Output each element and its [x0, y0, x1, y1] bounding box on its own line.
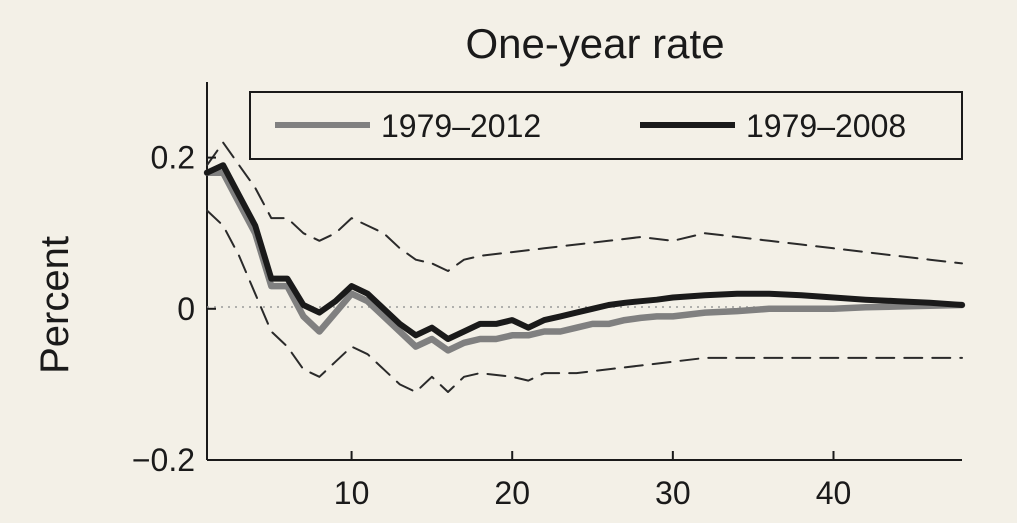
y-tick-label: 0	[177, 291, 195, 327]
legend-label-1979-2008: 1979–2008	[746, 108, 906, 144]
upper-confidence-band-line	[206, 141, 963, 272]
x-tick-label: 10	[334, 475, 370, 511]
series-line-1979-2008	[204, 162, 965, 342]
legend-label-1979-2012: 1979–2012	[381, 108, 541, 144]
y-axis-label: Percent	[33, 236, 77, 374]
y-tick-label: −0.2	[132, 442, 195, 478]
x-tick-label: 30	[655, 475, 691, 511]
x-tick-label: 20	[494, 475, 530, 511]
series-layer	[203, 141, 966, 393]
series-line-1979-2012	[203, 169, 966, 354]
lower-confidence-band-line	[206, 209, 963, 393]
ticks-layer: 10 20 30 40 0.2 0 −0.2	[132, 140, 851, 511]
chart-title: One-year rate	[465, 20, 724, 67]
plot-area: 10 20 30 40 0.2 0 −0.2	[132, 82, 966, 511]
legend: 1979–2012 1979–2008	[249, 91, 963, 160]
x-tick-label: 40	[816, 475, 852, 511]
y-tick-label: 0.2	[151, 140, 195, 176]
